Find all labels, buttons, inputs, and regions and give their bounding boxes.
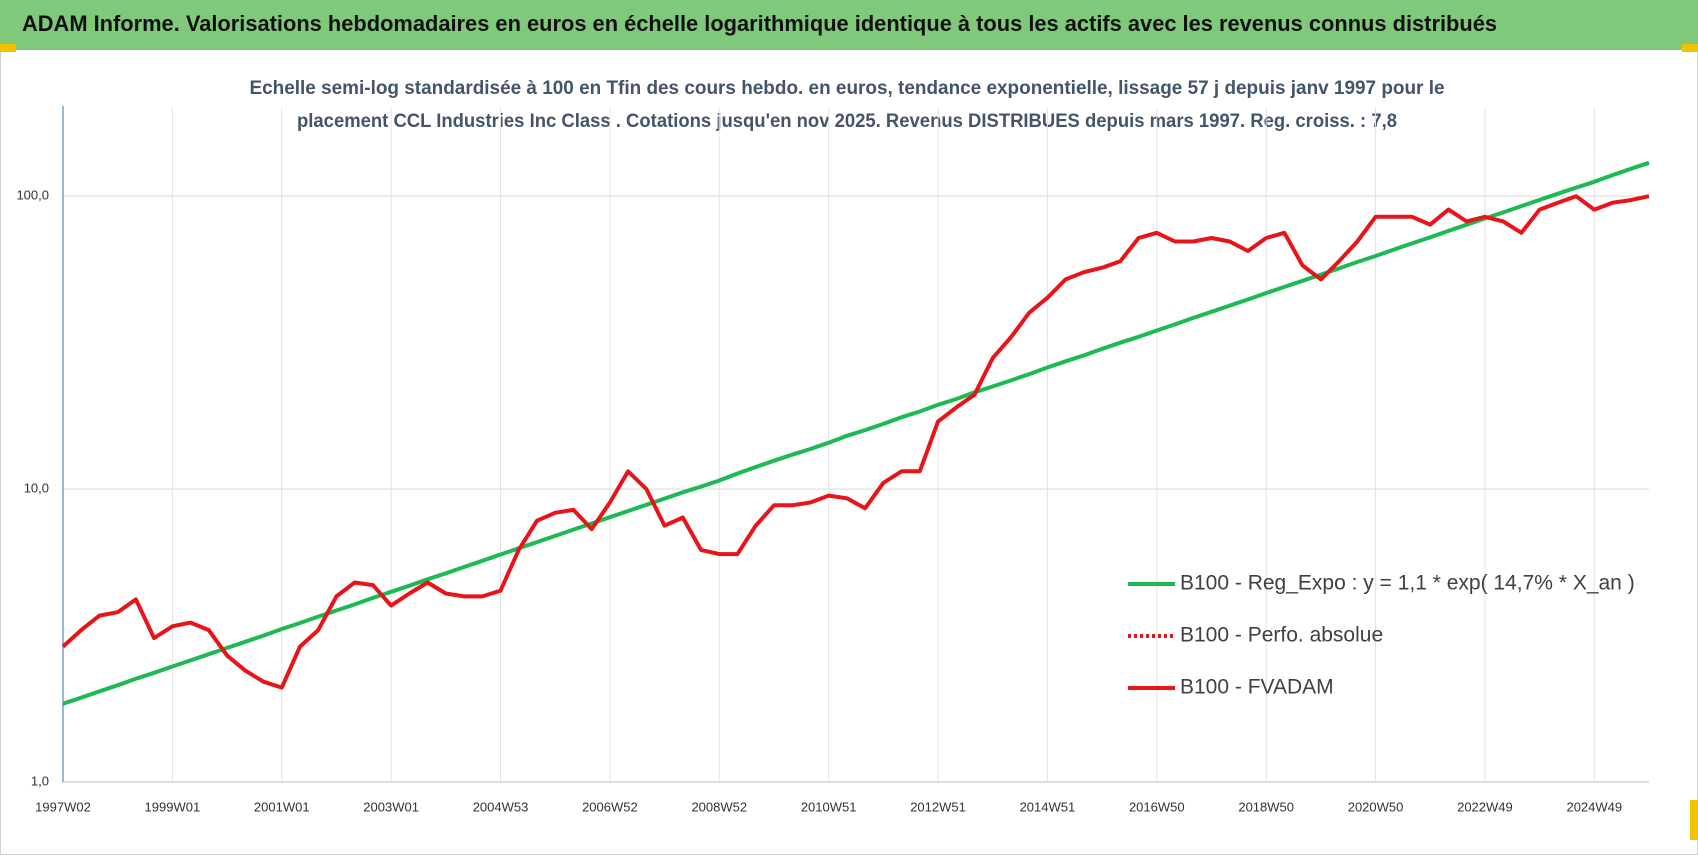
x-tick-label: 2022W49	[1457, 799, 1513, 814]
y-tick-label: 100,0	[16, 188, 49, 203]
y-tick-label: 1,0	[31, 773, 49, 788]
x-tick-label: 2018W50	[1238, 799, 1294, 814]
x-tick-label: 2024W49	[1566, 799, 1622, 814]
corner	[1682, 44, 1698, 52]
title-bar	[0, 0, 1698, 50]
x-tick-label: 2012W51	[910, 799, 966, 814]
x-tick-label: 2010W51	[801, 799, 857, 814]
series-line	[61, 194, 1650, 690]
x-tick-label: 2020W50	[1348, 799, 1404, 814]
x-tick-label: 2008W52	[691, 799, 747, 814]
x-tick-label: 1999W01	[145, 799, 201, 814]
x-tick-label: 2014W51	[1020, 799, 1076, 814]
page-title: ADAM Informe. Valorisations hebdomadaire…	[22, 11, 1497, 36]
chart-subtitle: placement CCL Industries Inc Class . Cot…	[297, 111, 1397, 132]
x-tick-label: 2004W53	[473, 799, 529, 814]
chart-subtitle: Echelle semi-log standardisée à 100 en T…	[250, 78, 1445, 99]
corner	[0, 44, 16, 52]
x-tick-label: 2016W50	[1129, 799, 1185, 814]
legend-label: B100 - Perfo. absolue	[1180, 624, 1383, 647]
legend-label: B100 - Reg_Expo : y = 1,1 * exp( 14,7% *…	[1180, 572, 1635, 595]
corner	[1690, 800, 1698, 840]
x-tick-label: 2006W52	[582, 799, 638, 814]
legend-label: B100 - FVADAM	[1180, 676, 1334, 699]
x-tick-label: 2001W01	[254, 799, 310, 814]
x-tick-label: 2003W01	[363, 799, 419, 814]
x-tick-label: 1997W02	[35, 799, 91, 814]
y-tick-label: 10,0	[24, 481, 49, 496]
